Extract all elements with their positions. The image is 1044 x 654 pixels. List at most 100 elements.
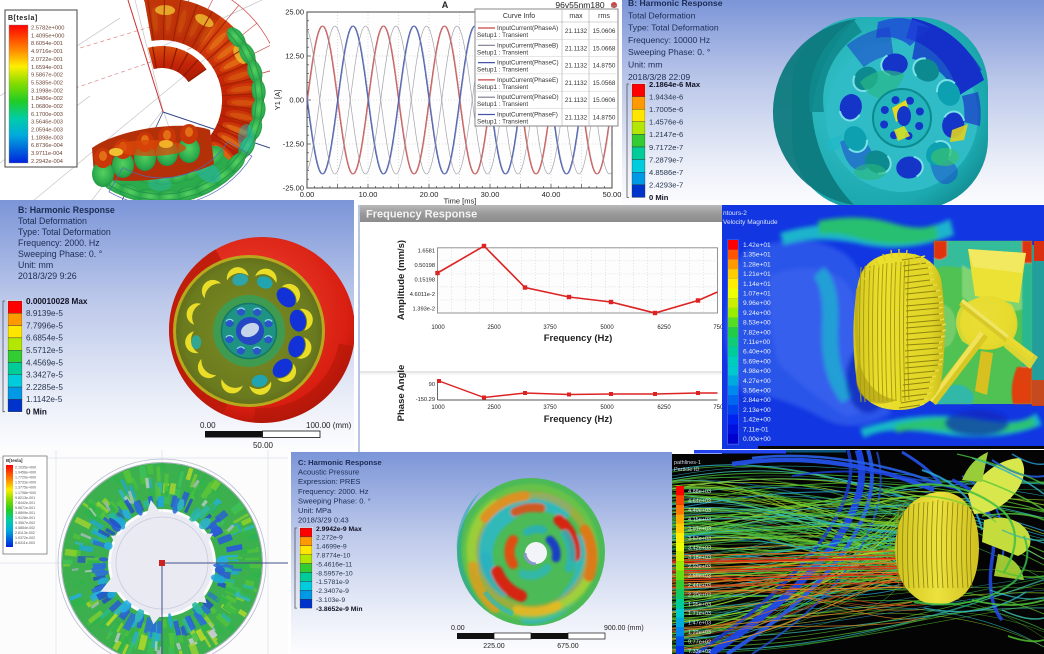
svg-text:7.8774e-10: 7.8774e-10	[316, 553, 351, 560]
svg-text:0.00: 0.00	[289, 96, 304, 105]
svg-text:0 Min: 0 Min	[649, 193, 669, 202]
svg-text:1.1898e-003: 1.1898e-003	[31, 135, 63, 141]
svg-text:Type: Total Deformation: Type: Total Deformation	[18, 227, 111, 237]
svg-text:InputCurrent(PhaseC): InputCurrent(PhaseC)	[497, 60, 559, 67]
svg-text:0.00: 0.00	[300, 190, 315, 199]
svg-text:2.69e+03: 2.69e+03	[688, 574, 711, 580]
svg-text:2.8113e-002: 2.8113e-002	[15, 531, 35, 535]
svg-text:15.0568: 15.0568	[593, 80, 616, 87]
svg-text:1.4699e-9: 1.4699e-9	[316, 544, 347, 551]
svg-text:2500: 2500	[487, 405, 501, 411]
svg-text:5000: 5000	[600, 325, 614, 331]
svg-text:7.2879e-7: 7.2879e-7	[649, 155, 683, 164]
svg-text:1000: 1000	[431, 325, 445, 331]
svg-text:Time [ms]: Time [ms]	[444, 197, 477, 206]
svg-text:-150.29: -150.29	[416, 397, 435, 403]
svg-text:9.24e+00: 9.24e+00	[743, 310, 771, 317]
svg-text:Frequency (Hz): Frequency (Hz)	[544, 333, 613, 344]
svg-text:15.0668: 15.0668	[593, 45, 616, 52]
svg-text:pathlines-1: pathlines-1	[674, 460, 701, 466]
svg-text:2.2285e-5: 2.2285e-5	[26, 383, 63, 392]
svg-text:Setup1 : Transient: Setup1 : Transient	[477, 119, 528, 126]
svg-text:Unit: mm: Unit: mm	[628, 60, 662, 70]
svg-text:1.1798e+000: 1.1798e+000	[15, 491, 36, 495]
svg-text:Phase Angle: Phase Angle	[396, 365, 407, 422]
svg-text:0 Min: 0 Min	[26, 408, 47, 417]
svg-text:6250: 6250	[657, 325, 671, 331]
svg-text:0.00010028 Max: 0.00010028 Max	[26, 297, 88, 306]
svg-text:1.3775e+000: 1.3775e+000	[15, 486, 36, 490]
svg-text:2.93e+03: 2.93e+03	[688, 564, 711, 570]
svg-text:1.42e+01: 1.42e+01	[743, 242, 771, 249]
svg-text:Frequency Response: Frequency Response	[366, 209, 477, 221]
svg-text:1.22e+03: 1.22e+03	[688, 630, 711, 636]
svg-text:A: A	[442, 0, 449, 10]
svg-text:96v55nm180: 96v55nm180	[555, 0, 604, 10]
svg-text:9.96e+00: 9.96e+00	[743, 300, 771, 307]
svg-text:Type: Total Deformation: Type: Total Deformation	[628, 23, 719, 33]
svg-text:21.1132: 21.1132	[565, 115, 588, 122]
svg-text:4.4569e-5: 4.4569e-5	[26, 358, 63, 367]
svg-text:21.1132: 21.1132	[565, 28, 588, 35]
svg-text:0.00e+00: 0.00e+00	[743, 436, 771, 443]
svg-text:1.47e+03: 1.47e+03	[688, 621, 711, 627]
svg-text:4.6011e-2: 4.6011e-2	[410, 292, 435, 298]
svg-text:3.67e+03: 3.67e+03	[688, 536, 711, 542]
svg-text:rms: rms	[598, 13, 610, 20]
svg-text:2.1864e-6 Max: 2.1864e-6 Max	[649, 80, 701, 89]
svg-text:8.9139e-5: 8.9139e-5	[26, 309, 63, 318]
svg-text:-12.50: -12.50	[283, 140, 304, 149]
svg-text:3750: 3750	[543, 325, 557, 331]
svg-text:5000: 5000	[600, 405, 614, 411]
svg-text:2.44e+03: 2.44e+03	[688, 583, 711, 589]
svg-text:90: 90	[429, 382, 435, 388]
svg-text:Setup1 : Transient: Setup1 : Transient	[477, 32, 528, 39]
svg-text:Sweeping Phase: 0. °: Sweeping Phase: 0. °	[18, 249, 102, 259]
svg-text:InputCurrent(PhaseA): InputCurrent(PhaseA)	[497, 25, 558, 32]
svg-text:1.7720e+000: 1.7720e+000	[15, 476, 36, 480]
svg-text:6.6854e-5: 6.6854e-5	[26, 334, 63, 343]
svg-text:Setup1 : Transient: Setup1 : Transient	[477, 67, 528, 74]
svg-text:1.95e+03: 1.95e+03	[688, 602, 711, 608]
svg-text:InputCurrent(PhaseE): InputCurrent(PhaseE)	[497, 77, 558, 84]
svg-text:2.0594e-003: 2.0594e-003	[31, 128, 63, 134]
svg-text:14.8750: 14.8750	[593, 115, 616, 122]
svg-text:1000: 1000	[431, 405, 445, 411]
svg-text:-8.5957e-10: -8.5957e-10	[316, 570, 353, 577]
svg-text:1.2147e-6: 1.2147e-6	[649, 130, 683, 139]
svg-text:0.15198: 0.15198	[414, 277, 435, 283]
svg-text:3.8899e-001: 3.8899e-001	[15, 511, 35, 515]
svg-text:3.18e+03: 3.18e+03	[688, 555, 711, 561]
svg-text:1.42e+00: 1.42e+00	[743, 417, 771, 424]
svg-text:2.272e-9: 2.272e-9	[316, 535, 343, 542]
svg-text:B[tesla]: B[tesla]	[8, 15, 38, 22]
svg-text:2500: 2500	[487, 325, 501, 331]
svg-text:6.6311e-003: 6.6311e-003	[15, 541, 35, 545]
svg-text:2018/3/29 0:43: 2018/3/29 0:43	[298, 516, 349, 525]
svg-text:2.4293e-7: 2.4293e-7	[649, 181, 683, 190]
svg-text:-5.4616e-11: -5.4616e-11	[316, 561, 352, 568]
svg-text:2.20e+03: 2.20e+03	[688, 592, 711, 598]
svg-text:4.98e+00: 4.98e+00	[743, 368, 771, 375]
svg-text:Expression: PRES: Expression: PRES	[298, 477, 360, 486]
svg-text:Total Deformation: Total Deformation	[628, 10, 696, 20]
svg-text:100.00 (mm): 100.00 (mm)	[306, 421, 352, 430]
svg-text:1.5733e+000: 1.5733e+000	[15, 481, 36, 485]
svg-text:Setup1 : Transient: Setup1 : Transient	[477, 101, 528, 108]
svg-text:1.9458e+000: 1.9458e+000	[15, 471, 36, 475]
svg-text:B: Harmonic Response: B: Harmonic Response	[628, 0, 723, 8]
svg-text:900.00 (mm): 900.00 (mm)	[604, 625, 644, 632]
svg-text:3750: 3750	[543, 405, 557, 411]
svg-text:4.5854e-002: 4.5854e-002	[15, 526, 35, 530]
svg-text:1.6581: 1.6581	[418, 248, 435, 254]
svg-text:5.5712e-5: 5.5712e-5	[26, 346, 63, 355]
svg-text:InputCurrent(PhaseF): InputCurrent(PhaseF)	[497, 112, 558, 119]
svg-text:1.6594e-001: 1.6594e-001	[31, 65, 63, 71]
svg-text:Velocity Magnitude: Velocity Magnitude	[723, 219, 778, 226]
svg-text:2.2942e-004: 2.2942e-004	[31, 159, 63, 165]
svg-text:1.14e+01: 1.14e+01	[743, 281, 771, 288]
svg-text:225.00: 225.00	[483, 643, 505, 650]
svg-text:Unit: MPa: Unit: MPa	[298, 506, 332, 515]
svg-text:9.7172e-7: 9.7172e-7	[649, 143, 683, 152]
svg-text:Amplitude (mm/s): Amplitude (mm/s)	[396, 240, 407, 320]
